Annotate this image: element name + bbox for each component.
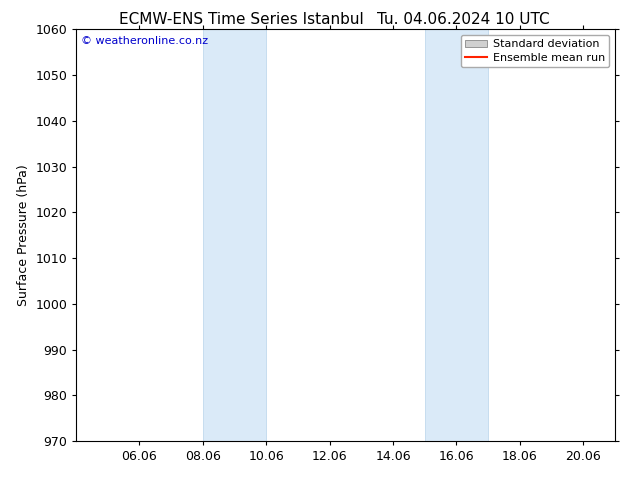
Y-axis label: Surface Pressure (hPa): Surface Pressure (hPa) xyxy=(16,164,30,306)
Bar xyxy=(425,29,488,441)
Legend: Standard deviation, Ensemble mean run: Standard deviation, Ensemble mean run xyxy=(460,35,609,67)
Text: © weatheronline.co.nz: © weatheronline.co.nz xyxy=(81,36,209,46)
Text: ECMW-ENS Time Series Istanbul: ECMW-ENS Time Series Istanbul xyxy=(119,12,363,27)
Bar xyxy=(203,29,266,441)
Text: Tu. 04.06.2024 10 UTC: Tu. 04.06.2024 10 UTC xyxy=(377,12,549,27)
